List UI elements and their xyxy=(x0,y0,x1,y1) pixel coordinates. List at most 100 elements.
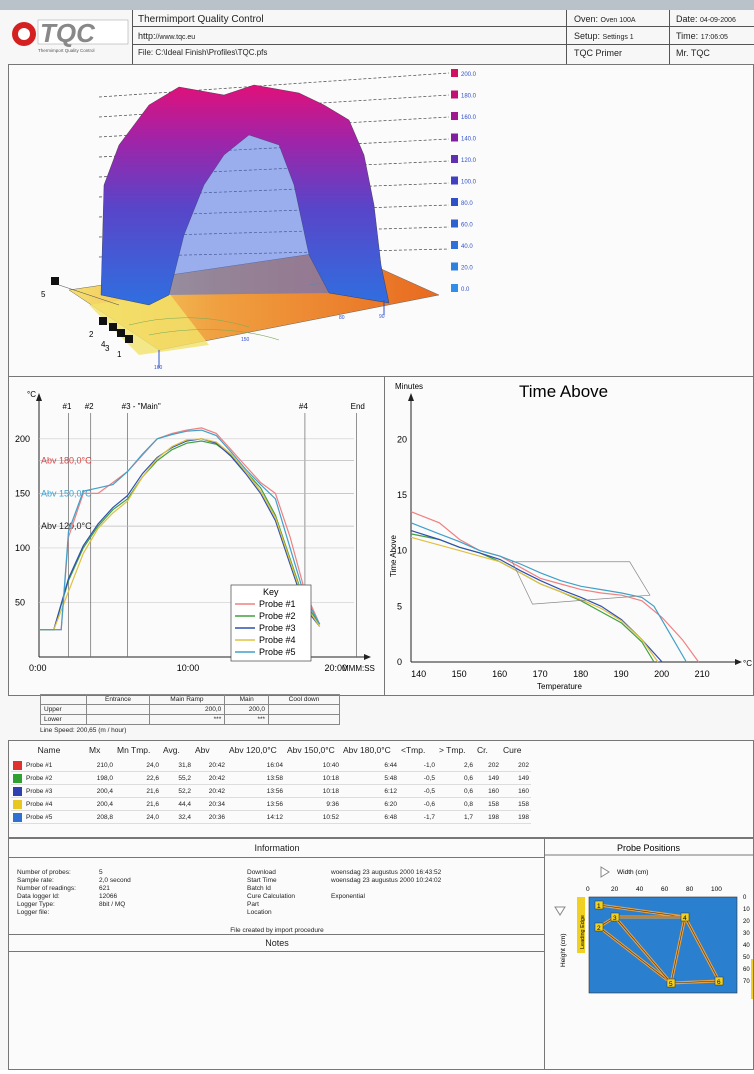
legend-swatch xyxy=(451,219,458,228)
stats-cell: 158 xyxy=(475,797,501,811)
stats-header-cell: <Tmp. xyxy=(401,745,426,755)
legend-label: 100.0 xyxy=(461,180,477,186)
probe-markers: 5 2 4 3 1 xyxy=(41,277,133,359)
info-value: 12066 xyxy=(99,893,118,900)
stats-cell: -0,5 xyxy=(399,771,437,785)
x-tick-label: 100 xyxy=(711,886,722,893)
y-tick-label: 15 xyxy=(397,490,407,500)
probe-label-5: 5 xyxy=(41,290,46,299)
legend-label: Probe #2 xyxy=(259,611,296,621)
phase-label: End xyxy=(351,402,365,411)
info-label: Sample rate: xyxy=(17,877,54,884)
x-tick-label: 210 xyxy=(695,669,710,679)
legend-swatch xyxy=(451,262,458,271)
information-panel: Information Number of probes: 5 Sample rat… xyxy=(8,838,546,936)
stats-cell: 158 xyxy=(501,797,531,811)
stats-cell: 20:42 xyxy=(193,784,227,798)
probe-name: Probe #5 xyxy=(26,813,53,821)
x-axis-unit: °C xyxy=(743,659,752,668)
info-value: woensdag 23 augustus 2000 10:24:02 xyxy=(331,877,442,884)
stats-cell: 44,4 xyxy=(161,797,193,811)
series-line xyxy=(39,429,321,631)
setup-field: Setup: Settings 1 xyxy=(574,31,634,41)
phase-table-grid: Entrance Main Ramp Main Cool down Upper 200,0… xyxy=(39,694,340,725)
x-tick-label: 40 xyxy=(636,886,644,893)
phase-cell: Entrance xyxy=(86,694,150,705)
probe-name-cell: Probe #4 xyxy=(11,797,87,811)
probe-name: Probe #4 xyxy=(26,800,53,808)
stats-cell: 55,2 xyxy=(161,771,193,785)
info-row: Logger Type: 8bit / MQ xyxy=(17,901,131,909)
phase-cell: Cool down xyxy=(268,694,340,705)
floor-label-2: 80 xyxy=(339,315,345,321)
probe-row: Probe #2 198,0 22,6 55,2 20:42 13:58 10:18 5:48… xyxy=(11,771,531,785)
probe-name-cell: Probe #5 xyxy=(11,810,87,824)
info-label: Start Time xyxy=(247,877,277,884)
stats-cell: 202 xyxy=(501,759,531,772)
info-label: Batch Id xyxy=(247,885,271,892)
information-left: Number of probes: 5 Sample rate: 2,0 second… xyxy=(17,869,131,917)
stats-cell: 14:12 xyxy=(227,810,285,824)
info-label: Part xyxy=(247,901,259,908)
y-axis-unit: °C xyxy=(27,390,36,399)
stats-cell: -1,0 xyxy=(399,759,437,772)
phase-row: Lower *** *** xyxy=(39,714,340,725)
series-line xyxy=(410,522,687,663)
series-line xyxy=(410,511,700,663)
stats-cell: 9:36 xyxy=(285,797,341,811)
legend-swatch xyxy=(451,69,458,77)
y-tick-label: 5 xyxy=(397,601,402,611)
x-tick-label: 200 xyxy=(654,669,669,679)
stats-cell: 0,8 xyxy=(437,797,475,811)
probe-label-2: 2 xyxy=(89,330,94,339)
info-row: Location xyxy=(247,909,441,917)
stats-header-cell: Abv 180,0°C xyxy=(343,745,391,755)
stats-header-cell: Abv 150,0°C xyxy=(287,745,335,755)
series-line xyxy=(410,536,659,663)
stats-cell: 198 xyxy=(475,810,501,824)
probe-point-label: 6 xyxy=(717,979,721,986)
trailing-edge-bar xyxy=(751,959,754,999)
stats-cell: 32,4 xyxy=(161,810,193,824)
y-tick-label: 10 xyxy=(397,546,407,556)
stats-header-cell: Cr. xyxy=(477,745,488,755)
stats-cell: 198,0 xyxy=(87,771,115,785)
legend-label: Probe #3 xyxy=(259,623,296,633)
company-url[interactable]: http://www.tqc.eu xyxy=(138,31,196,41)
stats-cell: 20:34 xyxy=(193,797,227,811)
floor-label-3: 90 xyxy=(379,314,385,320)
frame-member-outline xyxy=(670,980,720,984)
info-label: Cure Calculation xyxy=(247,893,296,900)
legend-label: 20.0 xyxy=(461,266,473,272)
stats-cell: 6:12 xyxy=(341,784,399,798)
x-tick-label: 0 xyxy=(586,886,590,893)
logo-subtitle: Thermimport Quality Control xyxy=(38,48,95,53)
probe-row: Probe #4 200,4 21,6 44,4 20:34 13:56 9:36 6:20-… xyxy=(11,797,531,811)
legend-swatch xyxy=(451,198,458,206)
phase-cell: Upper xyxy=(39,704,88,715)
phase-row: Upper 200,0 200,0 xyxy=(39,704,340,715)
date-field: Date: 04-09-2006 xyxy=(676,14,736,24)
reference-label: Abv 150,0°C xyxy=(41,488,92,498)
legend-label: 160.0 xyxy=(461,115,477,121)
info-label: Data logger Id: xyxy=(17,893,60,900)
stats-cell: 13:56 xyxy=(227,797,285,811)
y-tick-label: 50 xyxy=(15,597,25,607)
info-row: Start Time woensdag 23 augustus 2000 10:2… xyxy=(247,877,441,885)
stats-cell: 31,8 xyxy=(161,759,193,772)
legend-label: 80.0 xyxy=(461,201,473,207)
phase-cell xyxy=(86,714,150,725)
y-tick-label: 70 xyxy=(743,979,750,985)
stats-table: Name Mx Mn Tmp. Avg. Abv Abv 120,0°C Abv 150,0… xyxy=(11,745,531,824)
y-axis-arrow xyxy=(36,393,42,401)
stats-panel: Name Mx Mn Tmp. Avg. Abv Abv 120,0°C Abv 150,0… xyxy=(8,740,754,838)
information-footer: File created by import procedure xyxy=(230,927,324,934)
notes-panel: Notes xyxy=(8,934,546,1070)
phase-label: #1 xyxy=(63,402,72,411)
surface-plot: 160 150 80 90 5 2 4 3 1 200.0180.0160.01… xyxy=(41,69,477,371)
floor-label-1: 150 xyxy=(241,337,250,343)
info-row: Cure Calculation Exponential xyxy=(247,893,441,901)
legend-swatch xyxy=(451,176,458,185)
phase-cell xyxy=(268,704,340,715)
stats-cell: 24,0 xyxy=(115,759,161,772)
